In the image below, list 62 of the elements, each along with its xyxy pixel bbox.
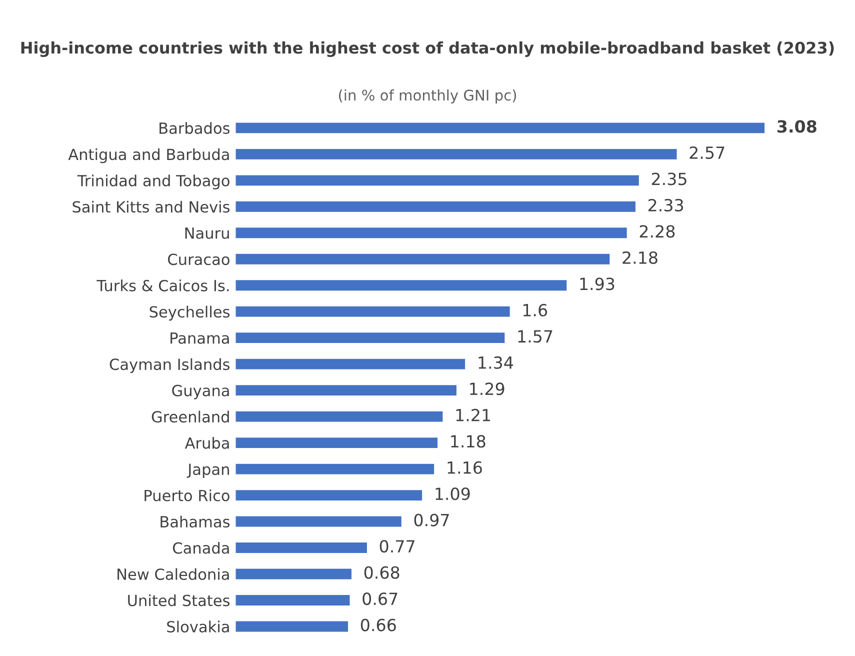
data-label: 1.09 [436,488,470,500]
bar [235,514,403,528]
bar [235,462,436,476]
data-label: 0.77 [380,540,414,553]
y-tick-label: Aruba [184,436,229,449]
data-label: 1.29 [470,382,504,396]
y-tick-label: Saint Kitts and Nevis [72,200,230,213]
y-tick-label: Curacao [168,254,230,266]
data-label: 0.66 [360,618,396,632]
bar [235,278,568,292]
y-tick-label: Japan [186,464,229,478]
data-label: 0.67 [362,592,398,606]
y-tick-label: Seychelles [150,306,230,321]
data-label: 1.16 [448,461,482,474]
y-tick-label: Cayman Islands [110,358,230,374]
bar [235,357,466,371]
y-tick-label: Greenland [152,410,229,423]
y-tick-label: Bahamas [160,516,230,528]
bar [235,436,439,450]
data-label: 1.18 [451,435,486,448]
bar [235,121,766,135]
data-label: 2.33 [648,198,684,212]
bar [235,200,637,214]
bar [235,384,458,397]
bar [235,305,512,318]
y-tick-label: Trinidad and Tobago [77,174,230,190]
y-tick-label: Puerto Rico [144,489,230,502]
bar [235,252,612,266]
bar [235,174,640,187]
bar [235,148,678,161]
bar [235,620,350,634]
data-label: 0.68 [364,566,400,579]
data-label: 3.08 [777,120,816,133]
data-label: 1.57 [518,330,552,343]
bar [235,488,424,502]
data-label: 2.28 [640,225,675,238]
y-tick-label: Slovakia [167,620,229,632]
bar [235,410,444,424]
chart-title: High-income countries with the highest cost of data-only mobile-broadband basket (2023) [21,41,834,57]
y-tick-label: Nauru [185,228,229,239]
bar [235,226,628,240]
y-tick-label: Antigua and Barbuda [68,148,229,164]
data-label: 1.93 [580,278,614,290]
y-tick-label: Panama [170,332,229,344]
bar [235,331,506,344]
data-label: 0.97 [414,514,449,526]
bar [235,567,353,581]
y-tick-label: Canada [172,542,229,554]
chart-subtitle: (in % of monthly GNI pc) [338,89,516,104]
data-label: 1.34 [478,356,514,369]
y-tick-label: New Caledonia [118,568,229,580]
y-tick-label: Guyana [172,384,229,400]
data-label: 1.6 [523,304,548,316]
data-label: 2.18 [622,251,658,264]
bar [235,594,352,607]
bar [235,541,368,554]
y-tick-label: United States [128,594,230,606]
data-label: 2.57 [690,146,724,159]
y-tick-label: Turks & Caicos Is. [96,280,229,292]
data-label: 2.35 [652,172,686,186]
data-label: 1.21 [456,408,490,422]
y-tick-label: Barbados [160,122,230,134]
